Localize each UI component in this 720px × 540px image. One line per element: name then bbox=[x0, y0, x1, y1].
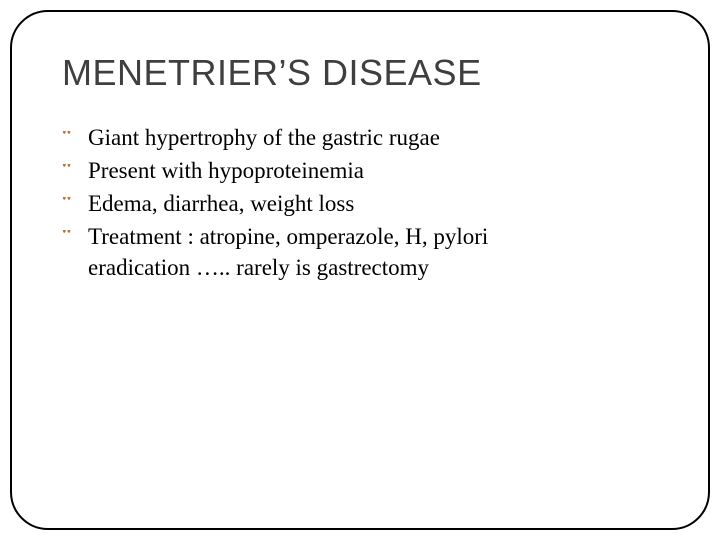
slide-frame: MENETRIER’S DISEASE ་་ Giant hypertrophy… bbox=[10, 10, 710, 530]
bullet-text: Present with hypoproteinemia bbox=[88, 158, 364, 183]
bullet-icon: ་་ bbox=[62, 190, 71, 220]
bullet-icon: ་་ bbox=[62, 124, 71, 154]
bullet-text-continuation: eradication ….. rarely is gastrectomy bbox=[88, 252, 658, 283]
bullet-list: ་་ Giant hypertrophy of the gastric ruga… bbox=[62, 122, 658, 283]
bullet-icon: ་་ bbox=[62, 223, 71, 253]
list-item: ་་ Present with hypoproteinemia bbox=[62, 155, 658, 186]
bullet-text: Giant hypertrophy of the gastric rugae bbox=[88, 125, 440, 150]
bullet-text: Treatment : atropine, omperazole, H, pyl… bbox=[88, 224, 488, 249]
bullet-text: Edema, diarrhea, weight loss bbox=[88, 191, 354, 216]
list-item: ་་ Treatment : atropine, omperazole, H, … bbox=[62, 221, 658, 283]
slide: MENETRIER’S DISEASE ་་ Giant hypertrophy… bbox=[0, 0, 720, 540]
list-item: ་་ Edema, diarrhea, weight loss bbox=[62, 188, 658, 219]
slide-title: MENETRIER’S DISEASE bbox=[62, 52, 658, 94]
bullet-icon: ་་ bbox=[62, 157, 71, 187]
list-item: ་་ Giant hypertrophy of the gastric ruga… bbox=[62, 122, 658, 153]
